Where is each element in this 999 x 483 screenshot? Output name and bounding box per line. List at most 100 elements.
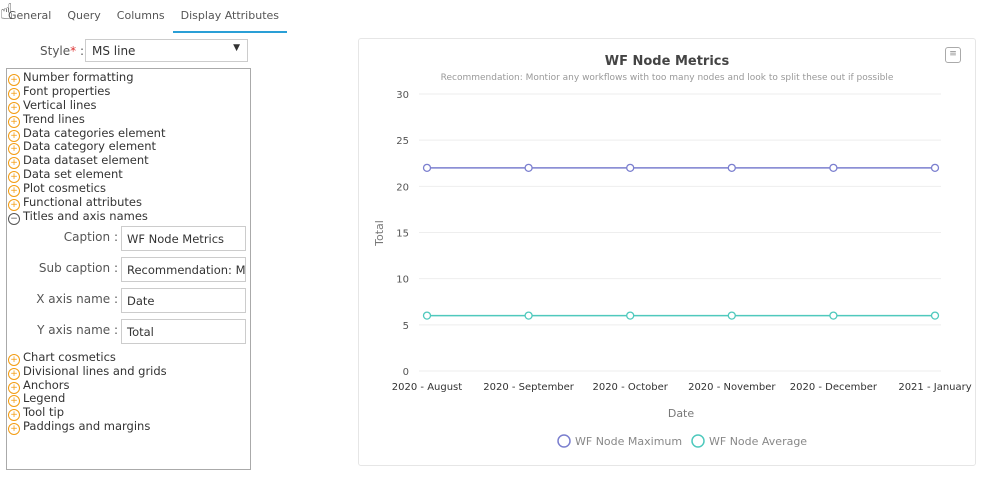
chart-subtitle: Recommendation: Montior any workflows wi… <box>441 73 894 83</box>
tree-item-label: Trend lines <box>23 111 85 126</box>
y-tick-label: 20 <box>396 182 409 193</box>
tree-item[interactable]: + Data categories element <box>7 125 250 142</box>
tree-item[interactable]: + Anchors <box>7 377 250 394</box>
tree-item[interactable]: − Titles and axis names <box>7 208 250 225</box>
tree-item[interactable]: + Legend <box>7 391 250 408</box>
expand-icon[interactable]: + <box>8 395 20 408</box>
tree-item[interactable]: + Tool tip <box>7 405 250 422</box>
legend-item: WF Node Average <box>709 435 807 448</box>
collapse-icon[interactable]: − <box>8 212 20 225</box>
field-row: Sub caption :Recommendation: Montior any… <box>7 256 250 288</box>
tree-item[interactable]: + Number formatting <box>7 70 250 86</box>
data-point <box>422 163 432 173</box>
tree-item-label: Titles and axis names <box>23 208 148 223</box>
x-axis-title: Date <box>668 407 695 420</box>
field-label: X axis name : <box>36 291 118 306</box>
data-point <box>829 163 838 173</box>
chevron-down-icon: ▼ <box>233 43 240 53</box>
tree-item[interactable]: + Data set element <box>7 167 250 184</box>
y-tick-label: 15 <box>396 229 409 240</box>
field-row: Caption : WF Node Metrics <box>7 225 250 257</box>
tree-item-label: Functional attributes <box>23 195 142 210</box>
chart-menu-icon[interactable]: ≡ <box>945 47 961 63</box>
tab-columns[interactable]: Columns <box>116 9 165 22</box>
expand-icon[interactable]: + <box>8 74 20 86</box>
tree-item[interactable]: + Font properties <box>7 83 250 100</box>
chart: WF Node Metrics Recommendation: Montior a… <box>373 54 972 448</box>
expand-icon[interactable]: + <box>8 87 20 100</box>
y-tick-label: 5 <box>403 321 409 332</box>
tree-item-label: Data dataset element <box>23 153 149 168</box>
y-tick-label: 30 <box>396 90 409 101</box>
colon: : <box>76 44 84 58</box>
tree-item-label: Tool tip <box>23 405 64 420</box>
expand-icon[interactable]: + <box>8 101 20 114</box>
data-point <box>524 163 533 173</box>
tab-display-attributes[interactable]: Display Attributes <box>172 0 288 33</box>
data-point <box>626 163 635 173</box>
expand-icon[interactable]: + <box>8 353 20 366</box>
tab-query[interactable]: Query <box>67 9 101 22</box>
tree-item-label: Number formatting <box>23 70 134 84</box>
tab-general[interactable]: General <box>8 9 52 22</box>
field-input[interactable]: WF Node Metrics <box>121 225 246 251</box>
x-tick-label: 2020 - December <box>790 382 878 393</box>
y-tick-label: 10 <box>396 275 409 286</box>
tree-item[interactable]: + Trend lines <box>7 111 250 128</box>
tree-item-label: Legend <box>23 391 66 406</box>
expand-icon[interactable]: + <box>8 143 20 156</box>
data-point <box>930 163 940 173</box>
data-point <box>727 311 736 320</box>
tree-item[interactable]: + Paddings and margins <box>7 419 250 436</box>
tab-bar: General Query Columns Display Attributes <box>0 0 288 33</box>
tree-item-label: Plot cosmetics <box>23 181 106 196</box>
chart-card: WF Node Metrics Recommendation: Montior a… <box>358 38 976 466</box>
y-tick-label: 0 <box>403 367 409 378</box>
tree-item[interactable]: + Functional attributes <box>7 195 250 212</box>
field-label: Y axis name : <box>37 322 118 337</box>
x-tick-label: 2020 - August <box>392 382 462 393</box>
x-tick-label: 2020 - November <box>688 382 776 393</box>
expand-icon[interactable]: + <box>8 199 20 212</box>
attributes-tree: + Number formatting + Font properties + Verti… <box>6 68 251 470</box>
tree-item[interactable]: + Vertical lines <box>7 98 250 114</box>
tree-item[interactable]: + Plot cosmetics <box>7 181 250 198</box>
expand-icon[interactable]: + <box>8 115 20 128</box>
x-tick-label: 2021 - January <box>898 382 971 393</box>
expand-icon[interactable]: + <box>8 129 20 142</box>
style-label: Style* : <box>40 44 84 58</box>
x-tick-label: 2020 - October <box>592 382 668 393</box>
y-axis-title: Total <box>373 220 386 247</box>
data-point <box>829 311 838 320</box>
expand-icon[interactable]: + <box>8 157 20 170</box>
expand-icon[interactable]: + <box>8 381 20 394</box>
field-input[interactable]: Date <box>121 287 246 313</box>
expand-icon[interactable]: + <box>8 367 20 380</box>
legend-item: WF Node Maximum <box>575 435 682 448</box>
field-input[interactable]: Recommendation: Montior any workflows wi… <box>121 256 246 282</box>
data-point <box>524 311 533 320</box>
tree-item[interactable]: + Data category element <box>7 139 250 156</box>
expand-icon[interactable]: + <box>8 185 20 198</box>
expand-icon[interactable]: + <box>8 423 20 436</box>
tree-item-label: Data categories element <box>23 125 166 140</box>
tree-item-label: Data category element <box>23 139 157 154</box>
chart-title: WF Node Metrics <box>605 54 730 69</box>
tree-item-label: Anchors <box>23 377 70 392</box>
tree-item-label: Font properties <box>23 83 111 98</box>
legend-marker <box>691 434 705 448</box>
style-select[interactable]: MS line ▼ <box>85 39 248 62</box>
tree-item[interactable]: + Chart cosmetics <box>7 349 250 366</box>
style-label-text: Style <box>40 44 71 58</box>
tree-item-label: Divisional lines and grids <box>23 363 167 378</box>
data-point <box>727 163 736 173</box>
field-label: Sub caption : <box>38 260 118 275</box>
legend-marker <box>557 434 571 448</box>
tree-item[interactable]: + Divisional lines and grids <box>7 363 250 380</box>
tree-item[interactable]: + Data dataset element <box>7 153 250 170</box>
tree-item-label: Chart cosmetics <box>23 349 116 364</box>
expand-icon[interactable]: + <box>8 409 20 422</box>
expand-icon[interactable]: + <box>8 171 20 184</box>
data-point <box>930 311 940 320</box>
field-input[interactable]: Total <box>121 318 246 344</box>
